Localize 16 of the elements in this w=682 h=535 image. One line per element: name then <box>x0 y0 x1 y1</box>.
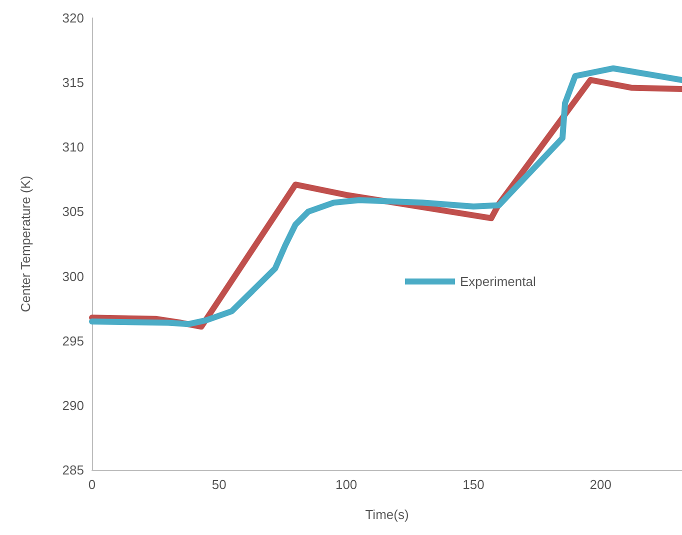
y-tick-label: 290 <box>62 398 84 413</box>
y-tick-label: 315 <box>62 75 84 90</box>
x-tick-label: 0 <box>88 477 96 492</box>
y-tick-label: 300 <box>62 268 84 284</box>
y-tick-label: 295 <box>62 333 84 348</box>
x-tick-label: 150 <box>462 477 484 492</box>
x-axis-title: Time(s) <box>365 507 409 522</box>
legend-label: Experimental <box>460 274 536 289</box>
x-tick-label: 50 <box>212 477 226 492</box>
y-tick-label: 305 <box>62 204 84 220</box>
y-tick-label: 310 <box>62 140 84 155</box>
y-tick-label: 285 <box>62 462 84 478</box>
y-tick-label: 320 <box>62 10 84 26</box>
x-tick-label: 200 <box>590 477 612 492</box>
y-axis-title: Center Temperature (K) <box>18 176 33 312</box>
x-tick-label: 100 <box>335 477 358 492</box>
